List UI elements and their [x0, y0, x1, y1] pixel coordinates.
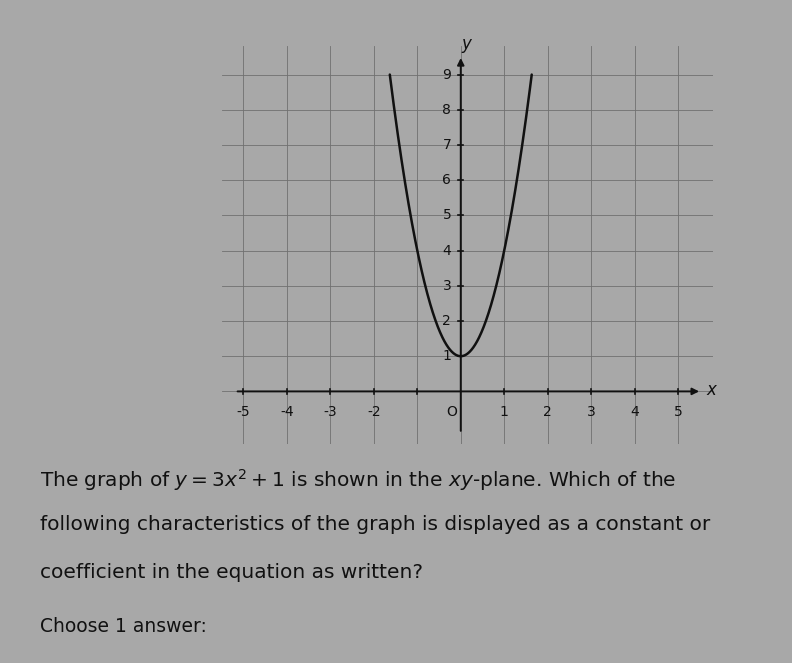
- Text: 9: 9: [442, 68, 451, 82]
- Text: 1: 1: [442, 349, 451, 363]
- Text: 5: 5: [674, 405, 683, 419]
- Text: y: y: [461, 35, 471, 54]
- Text: following characteristics of the graph is displayed as a constant or: following characteristics of the graph i…: [40, 515, 710, 534]
- Text: 1: 1: [500, 405, 508, 419]
- Text: Choose 1 answer:: Choose 1 answer:: [40, 617, 207, 636]
- Text: 2: 2: [443, 314, 451, 328]
- Text: 3: 3: [587, 405, 596, 419]
- Text: -2: -2: [367, 405, 381, 419]
- Text: -5: -5: [237, 405, 250, 419]
- Text: The graph of $y = 3x^2 + 1$ is shown in the $xy$-plane. Which of the: The graph of $y = 3x^2 + 1$ is shown in …: [40, 467, 676, 493]
- Text: 4: 4: [443, 243, 451, 258]
- Text: x: x: [706, 381, 716, 398]
- Text: O: O: [446, 405, 457, 419]
- Text: -3: -3: [324, 405, 337, 419]
- Text: 2: 2: [543, 405, 552, 419]
- Text: 4: 4: [630, 405, 639, 419]
- Text: 8: 8: [442, 103, 451, 117]
- Text: 6: 6: [442, 173, 451, 187]
- Text: -4: -4: [280, 405, 294, 419]
- Text: 3: 3: [443, 279, 451, 293]
- Text: 5: 5: [443, 208, 451, 222]
- Text: coefficient in the equation as written?: coefficient in the equation as written?: [40, 563, 423, 582]
- Text: 7: 7: [443, 138, 451, 152]
